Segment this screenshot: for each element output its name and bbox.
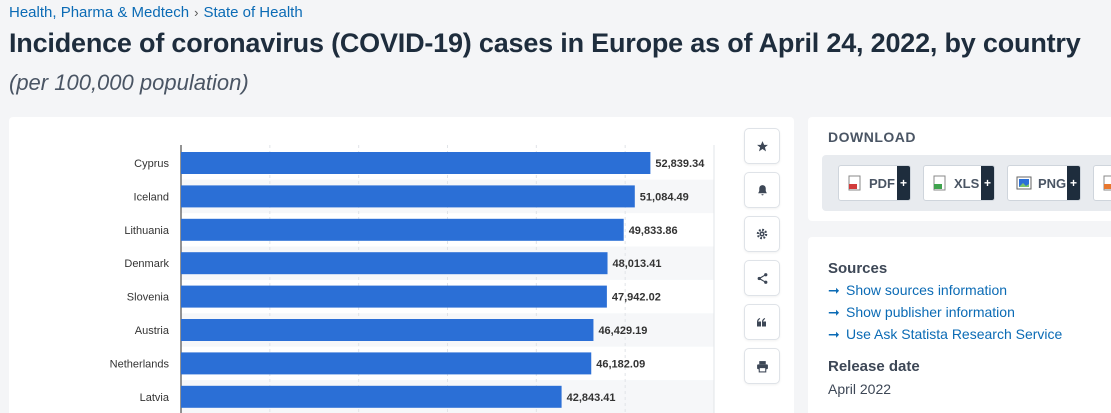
category-label: Denmark xyxy=(124,258,169,270)
plus-icon: + xyxy=(981,166,994,200)
value-label: 46,182.09 xyxy=(596,358,645,370)
value-label: 49,833.86 xyxy=(629,225,678,237)
xls-file-icon xyxy=(932,175,948,191)
gear-icon xyxy=(756,228,768,240)
print-icon xyxy=(756,360,768,372)
settings-button[interactable] xyxy=(744,216,780,252)
download-pdf-label: PDF xyxy=(869,175,895,191)
value-label: 52,839.34 xyxy=(655,158,705,170)
download-pdf-button[interactable]: PDF + xyxy=(838,165,911,201)
notification-button[interactable] xyxy=(744,172,780,208)
bar-cyprus xyxy=(181,152,651,174)
show-publisher-link[interactable]: ➞ Show publisher information xyxy=(828,304,1015,321)
download-buttons: PDF + XLS + PNG + xyxy=(822,155,1111,211)
breadcrumb-link-state-of-health[interactable]: State of Health xyxy=(203,4,303,21)
download-xls-label: XLS xyxy=(954,175,980,191)
pdf-file-icon xyxy=(847,175,863,191)
download-png-label: PNG xyxy=(1038,175,1067,191)
bar-slovenia xyxy=(181,285,607,308)
arrow-right-icon: ➞ xyxy=(828,326,840,342)
category-label: Slovenia xyxy=(127,292,170,304)
favorite-button[interactable] xyxy=(744,128,780,164)
star-icon xyxy=(756,140,768,151)
sources-card: Sources ➞ Show sources information ➞ Show … xyxy=(808,237,1111,413)
value-label: 47,942.02 xyxy=(612,292,661,304)
download-xls-button[interactable]: XLS + xyxy=(923,165,995,201)
quote-icon xyxy=(757,318,766,327)
sources-heading: Sources xyxy=(828,260,888,277)
breadcrumb-separator: › xyxy=(194,5,199,20)
category-label: Netherlands xyxy=(110,358,170,370)
bar-latvia xyxy=(181,385,562,408)
share-button[interactable] xyxy=(744,260,780,296)
bar-netherlands xyxy=(181,352,592,375)
show-sources-link[interactable]: ➞ Show sources information xyxy=(828,282,1007,299)
category-label: Lithuania xyxy=(124,225,170,237)
bar-iceland xyxy=(181,185,635,208)
download-more-button[interactable] xyxy=(1093,165,1111,201)
breadcrumb: Health, Pharma & Medtech › State of Health xyxy=(9,4,303,21)
category-label: Latvia xyxy=(140,392,170,404)
ppt-file-icon xyxy=(1102,175,1111,191)
chart-card: Cyprus 52,839.34 Iceland 51,084.49 Lithuania… xyxy=(9,117,794,413)
ask-statista-label: Use Ask Statista Research Service xyxy=(846,326,1063,342)
ask-statista-link[interactable]: ➞ Use Ask Statista Research Service xyxy=(828,326,1062,343)
bar-chart: Cyprus 52,839.34 Iceland 51,084.49 Lithuania… xyxy=(110,145,715,413)
download-card: DOWNLOAD PDF + XLS + PNG + xyxy=(808,117,1111,221)
breadcrumb-link-health[interactable]: Health, Pharma & Medtech xyxy=(9,4,190,21)
plus-icon: + xyxy=(1067,166,1080,200)
show-publisher-label: Show publisher information xyxy=(846,304,1015,320)
category-label: Cyprus xyxy=(134,158,169,170)
png-image-icon xyxy=(1016,175,1032,191)
download-heading: DOWNLOAD xyxy=(828,129,916,145)
download-png-button[interactable]: PNG + xyxy=(1007,165,1081,201)
page-subtitle: (per 100,000 population) xyxy=(9,70,249,95)
show-sources-label: Show sources information xyxy=(846,282,1008,298)
release-date-heading: Release date xyxy=(828,358,920,375)
bar-austria xyxy=(181,319,594,341)
plus-icon: + xyxy=(897,166,910,200)
bar-lithuania xyxy=(181,218,624,241)
bar-denmark xyxy=(181,252,608,275)
value-label: 42,843.41 xyxy=(567,392,616,404)
category-label: Austria xyxy=(135,325,170,337)
release-date-value: April 2022 xyxy=(828,381,892,397)
category-label: Iceland xyxy=(134,191,169,203)
value-label: 51,084.49 xyxy=(640,191,689,203)
bell-icon xyxy=(757,184,767,195)
cite-button[interactable] xyxy=(744,304,780,340)
arrow-right-icon: ➞ xyxy=(828,282,840,298)
arrow-right-icon: ➞ xyxy=(828,304,840,320)
page-title: Incidence of coronavirus (COVID-19) case… xyxy=(9,28,1081,58)
value-label: 46,429.19 xyxy=(598,325,647,337)
print-button[interactable] xyxy=(744,348,780,384)
share-icon xyxy=(757,272,767,284)
value-label: 48,013.41 xyxy=(613,258,662,270)
